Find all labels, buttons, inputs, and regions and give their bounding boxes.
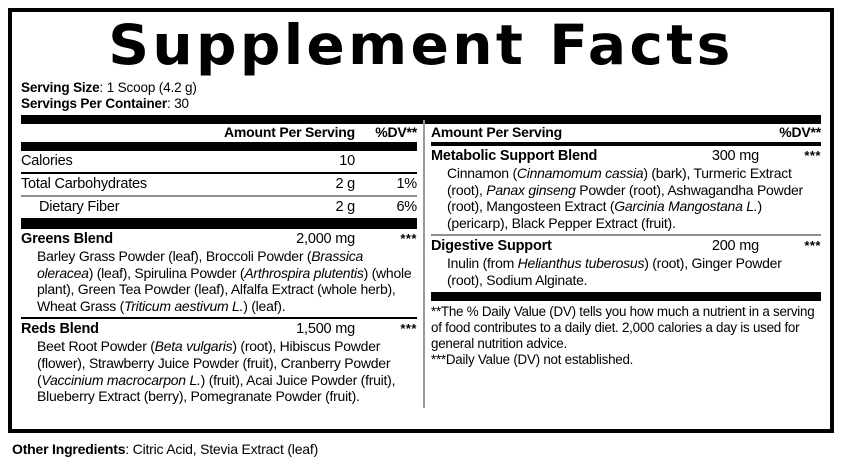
blend-header: Greens Blend 2,000 mg *** bbox=[21, 229, 417, 248]
table-row: Calories 10 bbox=[21, 151, 417, 172]
left-header-daily-value: %DV** bbox=[375, 124, 417, 140]
column-divider bbox=[423, 120, 425, 408]
nutrient-amount: 10 bbox=[339, 153, 355, 169]
servings-per-container-label: Servings Per Container bbox=[21, 95, 167, 111]
row-rule bbox=[21, 218, 417, 220]
nutrient-name: Calories bbox=[21, 153, 73, 169]
other-ingredients: Other Ingredients: Citric Acid, Stevia E… bbox=[12, 441, 832, 458]
nutrient-daily-value: 1% bbox=[396, 176, 417, 192]
nutrient-amount: 2 g bbox=[335, 176, 355, 192]
left-column-header: Amount Per Serving %DV** bbox=[21, 124, 417, 142]
blend-ingredients: Cinnamon (Cinnamomum cassia) (bark), Tur… bbox=[447, 165, 803, 231]
nutrient-daily-value: 6% bbox=[396, 199, 417, 215]
serving-size-colon: : bbox=[99, 80, 107, 95]
left-header-amount-per-serving: Amount Per Serving bbox=[224, 124, 355, 140]
top-separator-bar bbox=[21, 115, 821, 124]
footnote-separator-bar bbox=[431, 291, 821, 301]
digestive-support-rule bbox=[431, 234, 821, 237]
serving-size-label: Serving Size bbox=[21, 80, 100, 95]
blend-name: Reds Blend bbox=[21, 321, 99, 338]
blend-name: Metabolic Support Blend bbox=[431, 148, 598, 164]
blend-name: Digestive Support bbox=[431, 238, 552, 255]
row-rule bbox=[21, 195, 417, 197]
facts-columns: Amount Per Serving %DV** Calories 10 Tot… bbox=[21, 120, 821, 408]
blend-amount: 2,000 mg bbox=[296, 231, 355, 247]
servings-per-container-value: 30 bbox=[174, 95, 189, 111]
footnote-not-established: ***Daily Value (DV) not established. bbox=[431, 351, 634, 367]
table-row: Total Carbohydrates 2 g 1% bbox=[21, 174, 417, 195]
blend-daily-value: *** bbox=[400, 321, 417, 337]
nutrient-name: Dietary Fiber bbox=[39, 199, 120, 215]
right-header-daily-value: %DV** bbox=[779, 124, 821, 140]
nutrient-name: Total Carbohydrates bbox=[21, 176, 147, 192]
serving-info: Serving Size: 1 Scoop (4.2 g) Servings P… bbox=[21, 80, 821, 111]
reds-blend-rule bbox=[21, 317, 417, 320]
blend-header: Reds Blend 1,500 mg *** bbox=[21, 319, 417, 338]
blend-daily-value: *** bbox=[400, 231, 417, 246]
greens-blend-separator-bar bbox=[21, 220, 417, 229]
page-title: Supplement Facts bbox=[108, 13, 734, 77]
blend-ingredients: Beet Root Powder (Beta vulgaris) (root),… bbox=[37, 338, 396, 405]
left-column: Amount Per Serving %DV** Calories 10 Tot… bbox=[21, 124, 417, 408]
facts-panel: Supplement Facts Serving Size: 1 Scoop (… bbox=[8, 8, 834, 433]
blend-amount: 200 mg bbox=[711, 238, 759, 255]
nutrient-amount: 2 g bbox=[335, 199, 355, 215]
serving-size-line: Serving Size: 1 Scoop (4.2 g) bbox=[21, 80, 821, 96]
right-header-amount-per-serving: Amount Per Serving bbox=[431, 124, 562, 140]
blend-ingredients: Inulin (from Helianthus tuberosus) (root… bbox=[447, 255, 782, 288]
other-ingredients-label: Other Ingredients bbox=[12, 441, 126, 457]
blend-amount: 300 mg bbox=[711, 148, 759, 164]
blend-header: Digestive Support 200 mg *** bbox=[431, 236, 821, 255]
right-column: Amount Per Serving %DV** Metabolic Suppo… bbox=[431, 124, 821, 408]
serving-size-value: 1 Scoop (4.2 g) bbox=[106, 80, 197, 95]
blend-amount: 1,500 mg bbox=[296, 321, 355, 338]
left-header-rule bbox=[21, 142, 417, 151]
other-ingredients-value: : Citric Acid, Stevia Extract (leaf) bbox=[125, 441, 319, 457]
servings-per-container-line: Servings Per Container: 30 bbox=[21, 96, 821, 112]
table-row: Dietary Fiber 2 g 6% bbox=[21, 197, 417, 218]
row-rule bbox=[21, 172, 417, 174]
blend-daily-value: *** bbox=[804, 238, 821, 254]
footnote-block: **The % Daily Value (DV) tells you how m… bbox=[431, 301, 821, 368]
servings-per-container-colon: : bbox=[167, 95, 175, 111]
blend-ingredients: Barley Grass Powder (leaf), Broccoli Pow… bbox=[37, 248, 412, 314]
right-header-rule bbox=[431, 142, 821, 146]
right-column-header: Amount Per Serving %DV** bbox=[431, 124, 821, 142]
blend-name: Greens Blend bbox=[21, 231, 113, 247]
blend-daily-value: *** bbox=[804, 148, 821, 163]
blend-header: Metabolic Support Blend 300 mg *** bbox=[431, 146, 821, 165]
footnote-daily-value: **The % Daily Value (DV) tells you how m… bbox=[431, 303, 815, 351]
